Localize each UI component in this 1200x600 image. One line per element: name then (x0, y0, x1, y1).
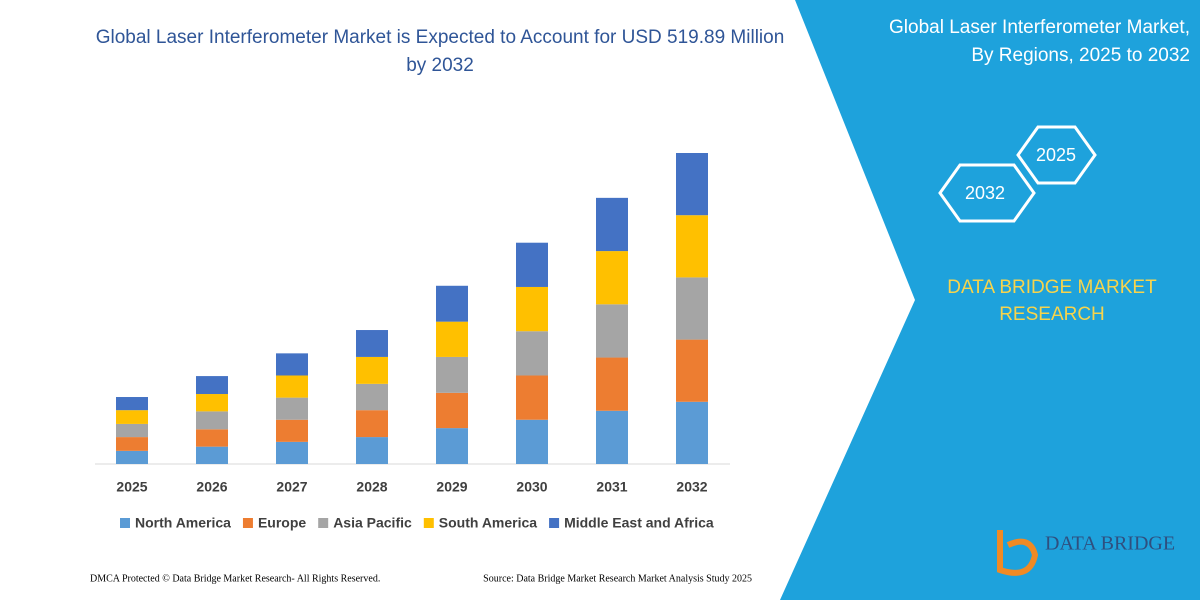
bar-segment (516, 242, 548, 287)
bar-segment (196, 394, 228, 412)
bar-segment (356, 330, 388, 357)
bar-segment (356, 410, 388, 438)
panel-title: Global Laser Interferometer Market, (889, 17, 1190, 38)
logo-icon (997, 530, 1039, 576)
bar-segment (676, 215, 708, 278)
legend-swatch (120, 518, 130, 528)
legend-label: Middle East and Africa (564, 515, 714, 531)
x-tick-label: 2025 (116, 479, 147, 495)
logo-text: DATA BRIDGE (1045, 533, 1175, 555)
legend-label: North America (135, 515, 231, 531)
x-tick-label: 2029 (436, 479, 467, 495)
bar-segment (116, 410, 148, 424)
brand-text: RESEARCH (999, 304, 1105, 325)
legend-swatch (423, 518, 434, 528)
bar-segment (356, 437, 388, 464)
footer-left: DMCA Protected © Data Bridge Market Rese… (90, 573, 380, 584)
bar-segment (596, 410, 628, 464)
chart-title: Global Laser Interferometer Market is Ex… (95, 27, 785, 76)
bar-segment (276, 353, 308, 376)
bar-segment (196, 411, 228, 430)
bar-segment (676, 401, 708, 464)
bar-segment (676, 153, 708, 216)
x-tick-label: 2028 (356, 479, 387, 495)
bar-segment (116, 423, 148, 438)
bar-segment (356, 356, 388, 384)
bar-segment (356, 383, 388, 411)
bar-segment (516, 331, 548, 376)
bar-segment (516, 375, 548, 420)
legend-label: Europe (258, 515, 306, 531)
side-panel (780, 0, 1200, 600)
bar-segment (436, 392, 468, 429)
hexagon-label: 2032 (965, 183, 1005, 203)
brand-text: DATA BRIDGE MARKET (947, 277, 1157, 298)
bar-segment (676, 277, 708, 340)
legend-swatch (318, 518, 329, 528)
bar-segment (596, 357, 628, 411)
bar-segment (596, 197, 628, 252)
hexagon (938, 163, 1036, 223)
panel-title: By Regions, 2025 to 2032 (971, 45, 1190, 66)
bar-segment (116, 397, 148, 411)
bar-segment (596, 304, 628, 358)
x-tick-label: 2026 (196, 479, 227, 495)
bar-segment (196, 429, 228, 447)
bar-segment (276, 441, 308, 464)
legend-swatch (549, 518, 560, 528)
bar-segment (196, 446, 228, 464)
legend-label: Asia Pacific (333, 515, 412, 531)
x-tick-label: 2032 (676, 479, 707, 495)
bar-segment (116, 450, 148, 464)
bar-segment (676, 339, 708, 402)
legend-swatch (242, 518, 253, 528)
bar-segment (436, 321, 468, 357)
hexagon (1016, 125, 1097, 185)
bar-segment (436, 285, 468, 322)
bar-segment (276, 419, 308, 442)
x-tick-label: 2031 (596, 479, 627, 495)
bar-segment (436, 428, 468, 464)
bar-segment (276, 397, 308, 420)
bar-segment (436, 356, 468, 393)
bar-segment (116, 437, 148, 451)
x-tick-label: 2027 (276, 479, 307, 495)
bar-segment (516, 419, 548, 464)
bar-segment (276, 375, 308, 398)
x-tick-label: 2030 (516, 479, 547, 495)
legend-label: South America (439, 515, 537, 531)
bar-segment (516, 286, 548, 332)
hexagon-label: 2025 (1036, 145, 1076, 165)
bar-segment (196, 376, 228, 395)
bar-segment (596, 251, 628, 305)
footer-right: Source: Data Bridge Market Research Mark… (483, 573, 752, 584)
